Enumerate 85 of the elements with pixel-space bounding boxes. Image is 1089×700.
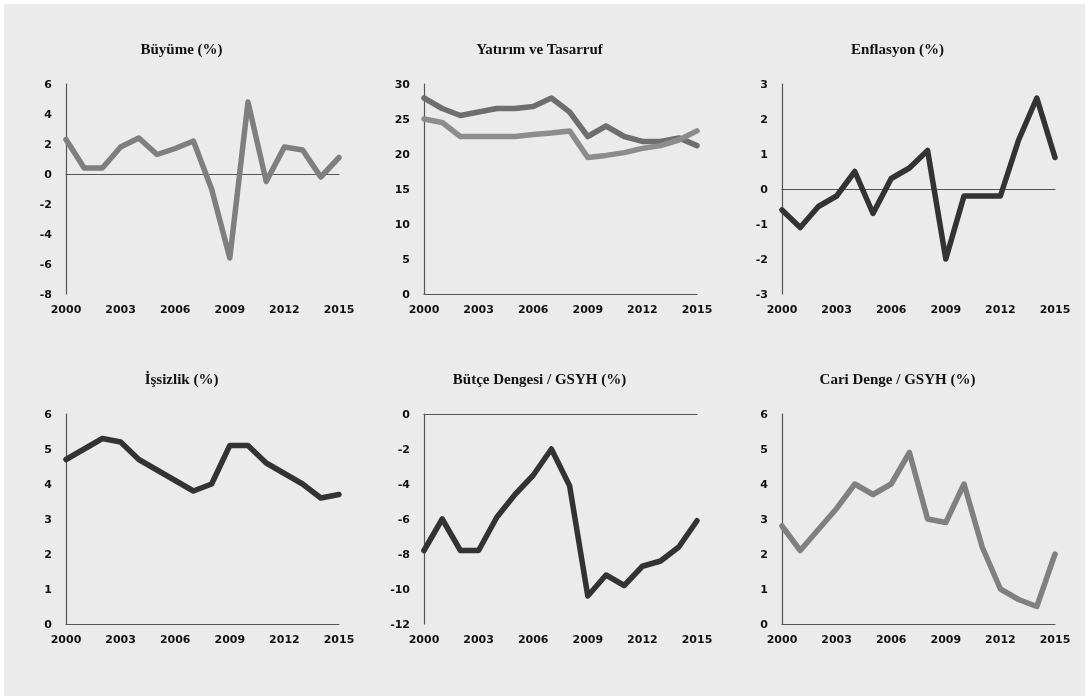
- x-tick-label: 2000: [408, 303, 440, 316]
- x-tick-label: 2015: [1039, 633, 1071, 646]
- y-tick-label: -10: [390, 582, 411, 596]
- x-tick-label: 2012: [985, 303, 1016, 316]
- y-tick-label: 1: [44, 582, 52, 596]
- x-tick-label: 2000: [50, 303, 82, 316]
- y-tick-label: 2: [760, 547, 768, 561]
- y-tick-label: 6: [44, 77, 53, 91]
- y-tick-label: 3: [760, 77, 768, 91]
- x-tick-label: 2015: [1039, 303, 1071, 316]
- x-tick-label: 2000: [766, 633, 798, 646]
- y-tick-label: -4: [39, 227, 53, 241]
- y-tick-label: -8: [39, 287, 52, 301]
- y-tick-label: -8: [397, 547, 410, 561]
- x-tick-label: 2012: [627, 303, 658, 316]
- x-tick-label: 2012: [269, 303, 300, 316]
- x-tick-label: 2015: [323, 303, 355, 316]
- x-tick-label: 2009: [214, 633, 246, 646]
- x-tick-label: 2015: [681, 303, 713, 316]
- x-tick-label: 2003: [821, 303, 852, 316]
- y-tick-label: 1: [760, 147, 768, 161]
- x-tick-label: 2009: [214, 303, 246, 316]
- x-tick-label: 2009: [572, 303, 604, 316]
- y-tick-label: 20: [394, 147, 411, 161]
- x-tick-label: 2006: [517, 303, 549, 316]
- y-tick-label: 5: [402, 252, 410, 266]
- y-tick-label: 4: [44, 107, 53, 121]
- y-tick-label: 4: [44, 477, 53, 491]
- y-tick-label: -2: [397, 442, 410, 456]
- x-tick-label: 2003: [105, 633, 136, 646]
- y-tick-label: 0: [402, 407, 411, 421]
- x-tick-label: 2006: [159, 303, 191, 316]
- y-tick-label: -3: [755, 287, 768, 301]
- y-tick-label: 25: [394, 112, 410, 126]
- x-tick-label: 2012: [627, 633, 658, 646]
- x-tick-label: 2000: [50, 633, 82, 646]
- y-tick-label: 3: [44, 512, 52, 526]
- y-tick-label: -2: [755, 252, 768, 266]
- chart-title: İşsizlik (%): [144, 370, 219, 388]
- y-tick-label: -2: [39, 197, 52, 211]
- x-tick-label: 2009: [930, 633, 962, 646]
- x-tick-label: 2009: [572, 633, 604, 646]
- y-tick-label: 5: [44, 442, 52, 456]
- y-tick-label: -12: [390, 617, 410, 631]
- y-tick-label: 0: [760, 617, 769, 631]
- y-tick-label: 4: [760, 477, 769, 491]
- x-tick-label: 2000: [408, 633, 440, 646]
- x-tick-label: 2015: [681, 633, 713, 646]
- y-tick-label: 6: [760, 407, 769, 421]
- y-tick-label: 2: [44, 547, 52, 561]
- chart-title: Bütçe Dengesi / GSYH (%): [452, 370, 627, 388]
- y-tick-label: -6: [397, 512, 411, 526]
- x-tick-label: 2006: [517, 633, 549, 646]
- y-tick-label: 1: [760, 582, 768, 596]
- y-tick-label: 0: [44, 167, 53, 181]
- x-tick-label: 2009: [930, 303, 962, 316]
- y-tick-label: 2: [44, 137, 52, 151]
- x-tick-label: 2006: [875, 633, 907, 646]
- y-tick-label: 0: [402, 287, 411, 301]
- y-tick-label: 0: [760, 182, 769, 196]
- y-tick-label: -6: [39, 257, 53, 271]
- y-tick-label: 15: [394, 182, 410, 196]
- x-tick-label: 2006: [159, 633, 191, 646]
- x-tick-label: 2003: [105, 303, 136, 316]
- chart-title: Cari Denge / GSYH (%): [819, 370, 976, 388]
- x-tick-label: 2012: [269, 633, 300, 646]
- chart-title: Büyüme (%): [140, 40, 223, 58]
- x-tick-label: 2003: [463, 633, 494, 646]
- x-tick-label: 2003: [821, 633, 852, 646]
- chart-title: Yatırım ve Tasarruf: [476, 40, 604, 57]
- chart-title: Enflasyon (%): [851, 40, 944, 58]
- y-tick-label: 3: [760, 512, 768, 526]
- y-tick-label: 6: [44, 407, 53, 421]
- y-tick-label: 2: [760, 112, 768, 126]
- y-tick-label: 30: [394, 77, 411, 91]
- x-tick-label: 2003: [463, 303, 494, 316]
- x-tick-label: 2015: [323, 633, 355, 646]
- x-tick-label: 2012: [985, 633, 1016, 646]
- y-tick-label: 10: [394, 217, 411, 231]
- y-tick-label: 5: [760, 442, 768, 456]
- x-tick-label: 2006: [875, 303, 907, 316]
- y-tick-label: -1: [755, 217, 768, 231]
- y-tick-label: 0: [44, 617, 53, 631]
- x-tick-label: 2000: [766, 303, 798, 316]
- y-tick-label: -4: [397, 477, 411, 491]
